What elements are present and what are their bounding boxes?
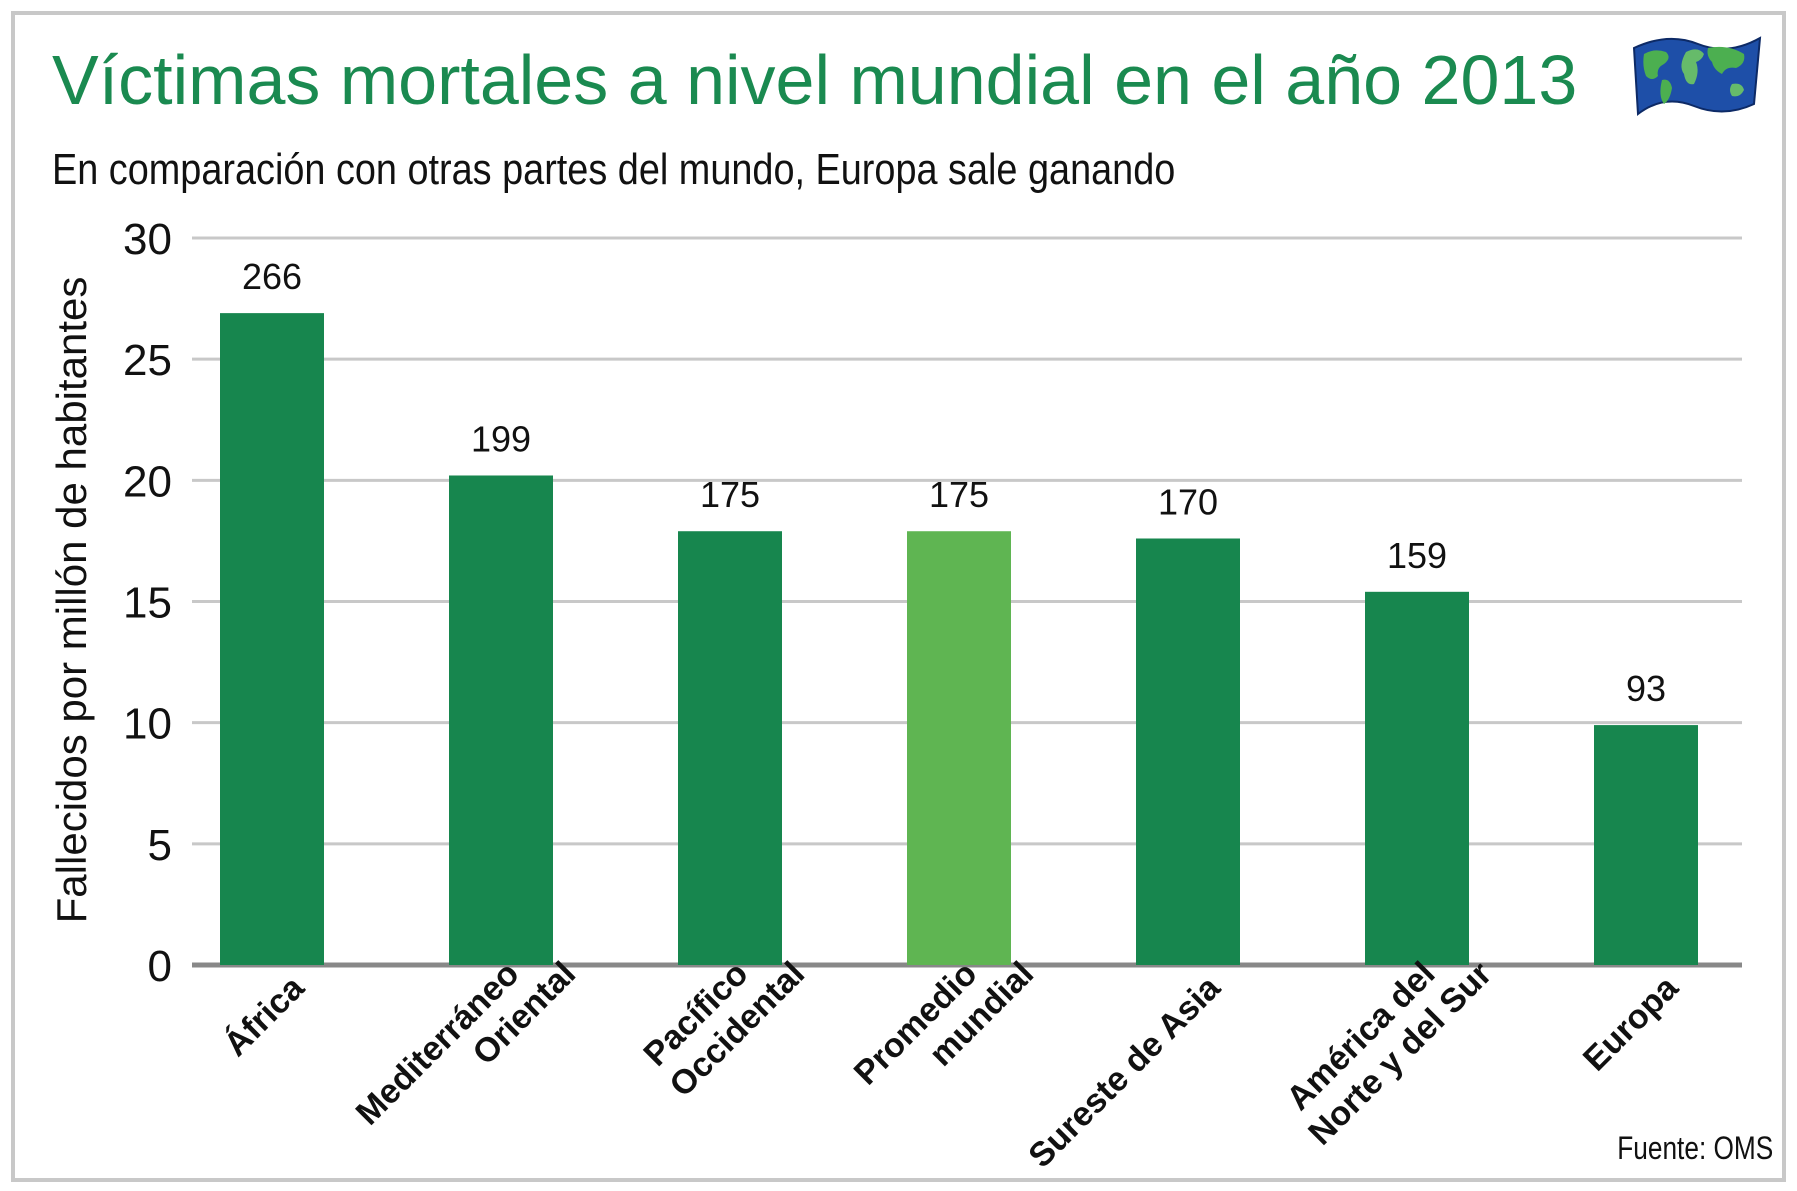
category-label-line: Europa	[1576, 968, 1686, 1078]
data-label: 175	[929, 474, 989, 515]
world-map-flag-icon	[1632, 36, 1762, 116]
y-axis-ticks: 0 5 10 15 20 25 30	[123, 215, 172, 991]
category-label-line: Sureste de Asia	[1021, 968, 1228, 1175]
y-tick-label: 15	[123, 579, 172, 628]
chart-title: Víctimas mortales a nivel mundial en el …	[52, 41, 1578, 119]
bar	[907, 531, 1011, 965]
data-label: 199	[471, 418, 531, 459]
y-tick-label: 20	[123, 457, 172, 506]
bar	[220, 313, 324, 966]
chart-subtitle: En comparación con otras partes del mund…	[52, 145, 1176, 194]
data-label: 159	[1387, 535, 1447, 576]
y-tick-label: 0	[148, 942, 172, 991]
data-label: 93	[1626, 668, 1666, 709]
data-label: 170	[1158, 481, 1218, 522]
y-tick-label: 5	[148, 821, 172, 870]
bars	[220, 313, 1698, 966]
bar	[1136, 538, 1240, 965]
y-tick-label: 10	[123, 700, 172, 749]
bar	[678, 531, 782, 965]
category-label-line: África	[217, 968, 313, 1064]
data-label: 175	[700, 474, 760, 515]
y-tick-label: 30	[123, 215, 172, 264]
category-label: Sureste de Asia	[1021, 968, 1228, 1175]
bar	[1365, 591, 1469, 965]
bar	[449, 475, 553, 965]
y-axis-label: Fallecidos por millón de habitantes	[48, 277, 95, 924]
category-label: Europa	[1576, 968, 1686, 1078]
source-note: Fuente: OMS	[1616, 1130, 1773, 1166]
bar	[1594, 725, 1698, 965]
data-label: 266	[242, 256, 302, 297]
y-tick-label: 25	[123, 336, 172, 385]
data-labels: 266 199 175 175 170 159 93	[242, 256, 1666, 709]
category-label: África	[217, 968, 313, 1064]
